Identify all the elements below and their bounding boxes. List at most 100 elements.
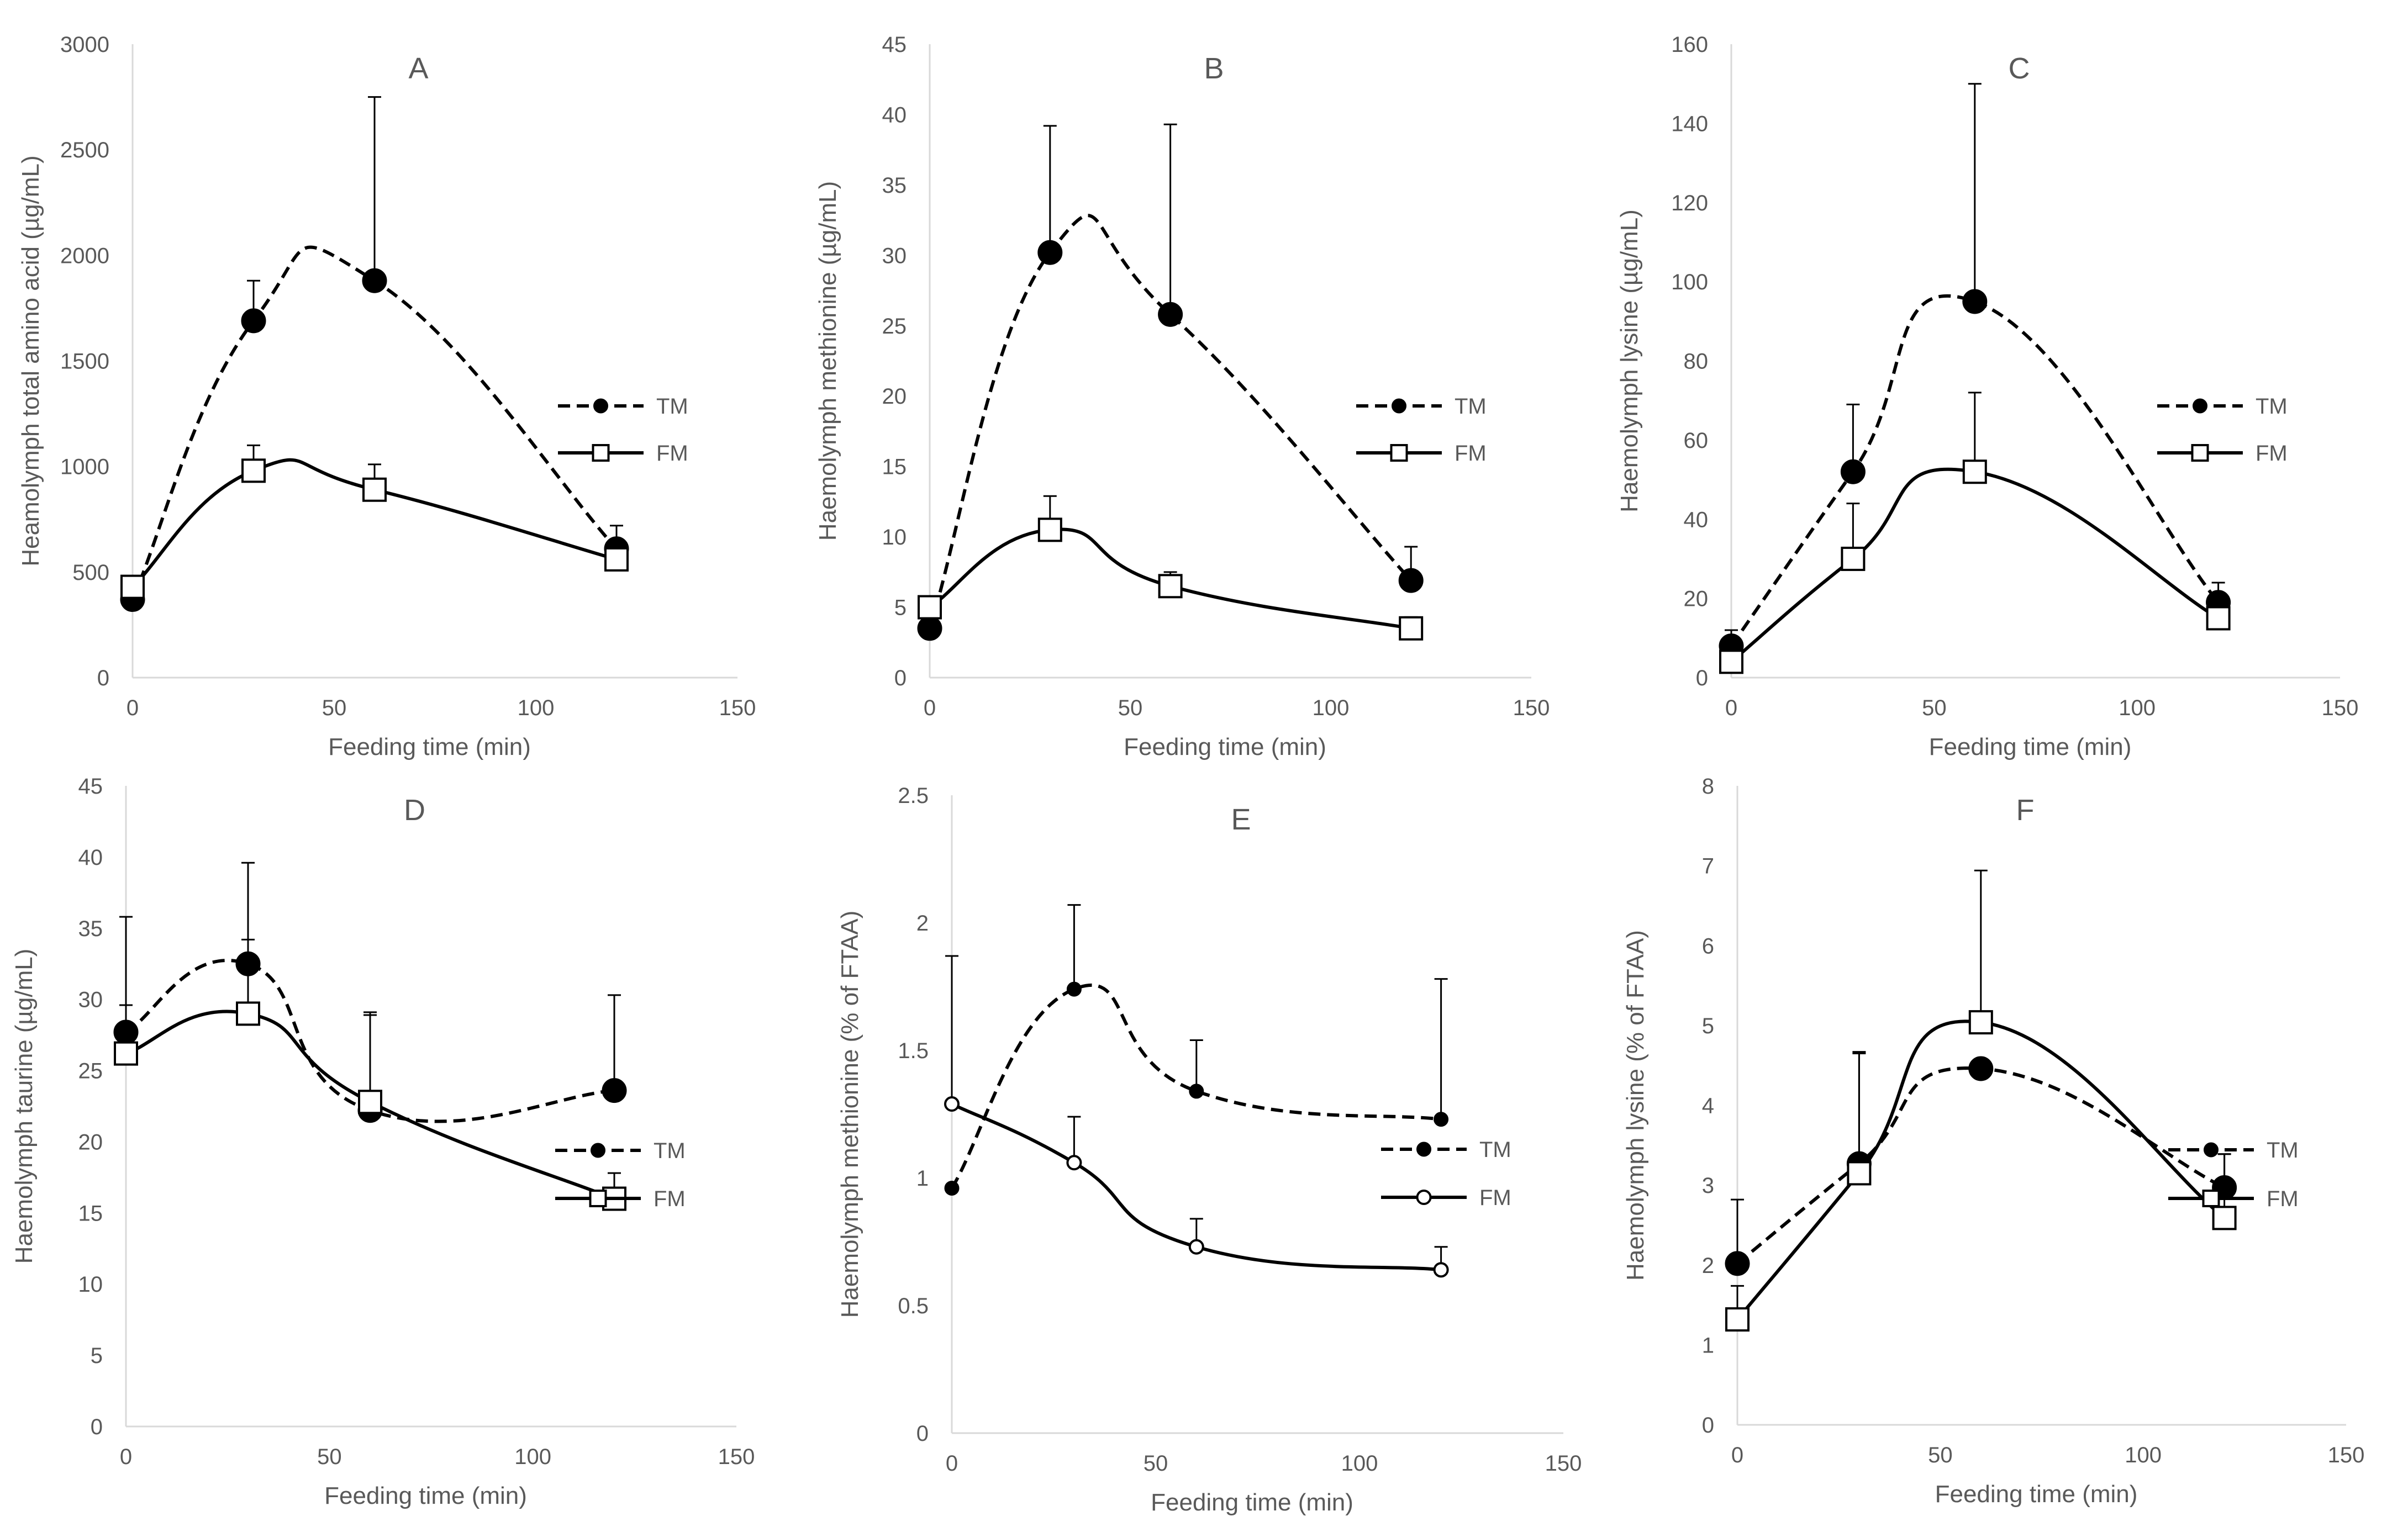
panel-title: F [2016, 794, 2035, 827]
y-tick-label: 140 [1671, 112, 1708, 136]
y-tick-label: 40 [1684, 508, 1709, 532]
fm-data-point [944, 1096, 960, 1112]
fm-data-point [1725, 1307, 1750, 1332]
y-tick-label: 120 [1671, 191, 1708, 215]
y-tick-label: 35 [882, 173, 907, 198]
y-tick-label: 60 [1684, 429, 1709, 453]
tm-series-line [928, 214, 1413, 629]
legend-fm-marker [2202, 1190, 2220, 1207]
x-axis-title: Feeding time (min) [1124, 733, 1326, 760]
y-axis-title: Haemolymph taurine (µg/mL) [10, 949, 38, 1264]
chart-panel-a: 0 50 100 150050010001500200025003000Feeding… [17, 33, 756, 760]
y-tick-label: 40 [78, 846, 103, 870]
y-tick-label: 30 [78, 988, 103, 1012]
y-tick-label: 4 [1702, 1094, 1714, 1118]
tm-data-point [1037, 240, 1063, 265]
fm-data-point [241, 458, 266, 483]
legend-fm-label: FM [2256, 441, 2288, 466]
y-tick-label: 5 [1702, 1014, 1714, 1038]
y-tick-label: 3000 [60, 33, 109, 57]
x-axis-title: Feeding time (min) [328, 733, 531, 760]
x-tick-label: 50 [322, 696, 347, 720]
y-tick-label: 35 [78, 917, 103, 941]
chart-panel-f: 0 50 100 150 0 1 2 3 4 5 6 7 8 Feeding time (min) Haem… [1622, 774, 2364, 1508]
x-tick-label: 150 [719, 696, 756, 720]
x-tick-label: 0 [1731, 1443, 1743, 1467]
fm-data-point [120, 574, 145, 599]
y-tick-label: 100 [1671, 270, 1708, 294]
y-tick-label: 5 [894, 596, 907, 620]
tm-series-line [131, 245, 618, 600]
tm-data-point [1189, 1084, 1204, 1099]
x-axis-title: Feeding time (min) [1929, 733, 2132, 760]
fm-data-point [358, 1090, 382, 1114]
fm-data-point [1066, 1155, 1082, 1171]
y-tick-label: 0.5 [898, 1294, 929, 1318]
y-tick-label: 0 [91, 1415, 103, 1439]
fm-series-line [131, 458, 617, 588]
y-tick-label: 25 [78, 1059, 103, 1084]
legend-tm-marker [591, 1143, 605, 1158]
fm-data-point [362, 477, 387, 502]
y-tick-label: 30 [882, 244, 907, 268]
fm-data-point [918, 595, 942, 620]
x-tick-label: 150 [1513, 696, 1550, 720]
chart-panel-d: 0 50 100 150 0 5 10 15 20 25 30 35 40 45 Feeding time … [10, 774, 755, 1509]
legend-tm-label: TM [2256, 394, 2288, 419]
y-tick-label: 20 [78, 1130, 103, 1154]
y-tick-label: 80 [1684, 350, 1709, 374]
fm-data-point [1037, 517, 1062, 542]
tm-data-point [362, 268, 387, 293]
fm-data-point [1847, 1161, 1872, 1186]
chart-panel-e: 0 50 100 150 0 0.5 1 1.5 2 2.5 Feeding time (min) H… [836, 784, 1582, 1516]
x-tick-label: 150 [2322, 696, 2359, 720]
legend-fm-label: FM [656, 441, 688, 466]
y-tick-label: 2 [916, 911, 929, 936]
tm-series-line [950, 984, 1441, 1190]
tm-series-line [1730, 294, 2220, 647]
fm-series-line [1730, 467, 2220, 663]
tm-data-point [1725, 1251, 1750, 1276]
y-tick-label: 1.5 [898, 1039, 929, 1063]
fm-series-line [929, 527, 1411, 630]
y-tick-label: 0 [97, 666, 109, 690]
y-tick-label: 2000 [60, 244, 109, 268]
y-tick-label: 3 [1702, 1174, 1714, 1198]
y-tick-label: 8 [1702, 774, 1714, 799]
x-tick-label: 50 [1922, 696, 1947, 720]
y-tick-label: 0 [894, 666, 907, 690]
x-tick-label: 100 [2125, 1443, 2162, 1467]
x-tick-label: 50 [1118, 696, 1143, 720]
fm-data-point [604, 547, 629, 572]
x-axis-title: Feeding time (min) [1151, 1489, 1353, 1516]
y-axis-title: Haemolymph lysine (% of FTAA) [1622, 930, 1649, 1281]
fm-series-line [951, 1102, 1441, 1272]
legend-tm-label: TM [2267, 1138, 2299, 1163]
legend-tm-marker [2204, 1142, 2219, 1158]
fm-data-point [1399, 616, 1424, 641]
y-tick-label: 500 [72, 561, 109, 585]
tm-data-point [917, 616, 942, 641]
panel-title: E [1231, 803, 1251, 836]
x-tick-label: 0 [924, 696, 936, 720]
y-tick-label: 1000 [60, 455, 109, 479]
tm-data-point [1962, 289, 1988, 314]
fm-data-point [1719, 649, 1743, 674]
y-tick-label: 15 [882, 455, 907, 479]
y-tick-label: 7 [1702, 854, 1714, 879]
y-tick-label: 15 [78, 1201, 103, 1225]
tm-data-point [1066, 981, 1082, 997]
y-tick-label: 1 [1702, 1333, 1714, 1357]
chart-panel-c: 0 50 100 150 0 20 40 60 80 100 120 140 160 Feeding ti… [1616, 33, 2358, 760]
tm-data-point [1968, 1056, 1994, 1081]
fm-series-line [125, 1010, 615, 1201]
tm-data-point [1434, 1112, 1449, 1127]
x-tick-label: 0 [1725, 696, 1737, 720]
legend-tm-marker [593, 398, 608, 414]
fm-data-point [1962, 459, 1987, 484]
legend-fm-marker [2191, 444, 2209, 462]
y-tick-label: 45 [882, 33, 907, 57]
y-tick-label: 0 [916, 1422, 929, 1446]
x-tick-label: 0 [946, 1451, 958, 1476]
x-tick-label: 100 [518, 696, 555, 720]
